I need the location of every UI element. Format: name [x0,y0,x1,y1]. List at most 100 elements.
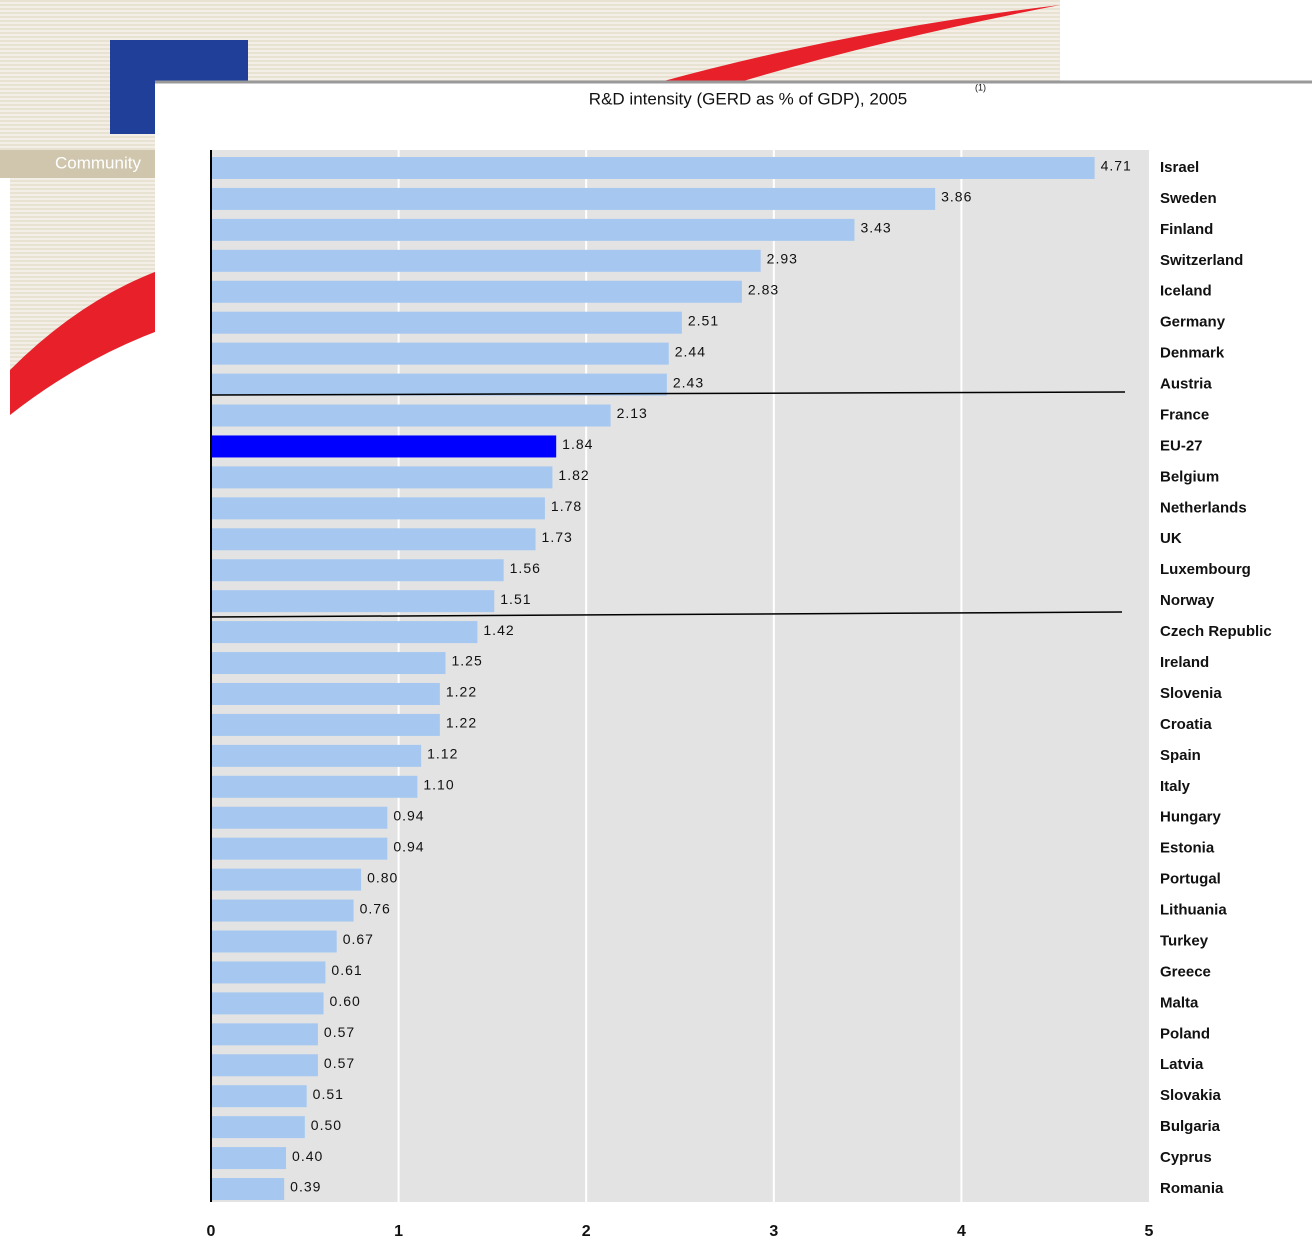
category-label: Greece [1160,963,1211,980]
category-label: Israel [1160,159,1199,176]
value-label: 0.60 [330,993,361,1009]
category-label: Czech Republic [1160,623,1272,640]
x-tick-label: 1 [394,1223,403,1240]
category-label: Slovenia [1160,685,1222,702]
value-label: 0.67 [343,931,374,947]
category-label: Croatia [1160,716,1212,733]
category-label: UK [1160,530,1182,547]
category-label: Norway [1160,592,1215,609]
x-tick-label: 5 [1145,1223,1154,1240]
value-label: 0.57 [324,1024,355,1040]
category-label: Germany [1160,314,1226,331]
bar [211,1147,286,1169]
x-tick-label: 2 [582,1223,591,1240]
bar [211,745,421,767]
bar [211,497,545,519]
bar [211,652,446,674]
category-label: Cyprus [1160,1149,1212,1166]
value-label: 2.13 [617,405,648,421]
bar [211,1116,305,1138]
value-label: 0.80 [367,869,398,885]
bar [211,219,854,241]
value-label: 1.42 [483,622,514,638]
value-label: 0.76 [360,900,391,916]
value-label: 0.51 [313,1086,344,1102]
value-label: 0.50 [311,1117,342,1133]
bar [211,528,536,550]
value-label: 2.51 [688,312,719,328]
value-label: 1.78 [551,498,582,514]
value-label: 1.22 [446,715,477,731]
value-label: 2.43 [673,374,704,390]
bar [211,405,611,427]
category-label: Latvia [1160,1056,1204,1073]
bar [211,466,552,488]
category-label: Lithuania [1160,902,1227,919]
bar [211,1085,307,1107]
value-label: 1.22 [446,684,477,700]
category-label: Estonia [1160,840,1215,857]
value-label: 1.25 [452,653,483,669]
bar [211,838,387,860]
bar [211,869,361,891]
bar [211,1178,284,1200]
category-label: Finland [1160,221,1213,238]
plot-area [211,150,1149,1202]
bar [211,961,325,983]
slide: Community R&D intensity (GERD as % of GD… [0,0,1312,1242]
value-label: 1.56 [510,560,541,576]
value-label: 0.94 [393,807,424,823]
value-label: 2.44 [675,343,706,359]
value-label: 0.94 [393,838,424,854]
bar [211,374,667,396]
category-label: Italy [1160,778,1191,795]
bar [211,343,669,365]
value-label: 1.51 [500,591,531,607]
bar [211,1023,318,1045]
title-note: (1) [975,82,986,92]
bar [211,188,935,210]
value-label: 1.12 [427,746,458,762]
bar [211,590,494,612]
x-tick-label: 3 [769,1223,778,1240]
category-label: France [1160,406,1209,423]
value-label: 3.43 [860,220,891,236]
value-label: 1.84 [562,436,593,452]
category-label: Luxembourg [1160,561,1251,578]
category-label: Malta [1160,994,1199,1011]
value-label: 0.57 [324,1055,355,1071]
value-label: 1.82 [558,467,589,483]
bar [211,157,1095,179]
category-label: Ireland [1160,654,1209,671]
category-label: Switzerland [1160,252,1243,269]
value-label: 2.83 [748,281,779,297]
bar [211,250,761,272]
bar [211,807,387,829]
bar [211,900,354,922]
bar [211,435,556,457]
value-label: 4.71 [1101,158,1132,174]
value-label: 2.93 [767,251,798,267]
category-label: EU-27 [1160,437,1203,454]
bar [211,683,440,705]
bar [211,312,682,334]
bar [211,1054,318,1076]
category-label: Sweden [1160,190,1217,207]
category-label: Romania [1160,1180,1224,1197]
value-label: 0.39 [290,1179,321,1195]
category-label: Austria [1160,376,1212,393]
category-label: Bulgaria [1160,1118,1221,1135]
page: {"slide_footer": "Community", "chart_dat… [0,0,1312,1242]
x-tick-label: 0 [207,1223,216,1240]
category-label: Turkey [1160,932,1209,949]
bar [211,281,742,303]
bar [211,776,417,798]
category-label: Denmark [1160,345,1225,362]
value-label: 1.10 [423,777,454,793]
bar [211,621,477,643]
category-label: Portugal [1160,871,1221,888]
category-label: Netherlands [1160,499,1247,516]
footer-text: Community [55,153,141,172]
x-tick-label: 4 [957,1223,966,1240]
category-label: Iceland [1160,283,1212,300]
